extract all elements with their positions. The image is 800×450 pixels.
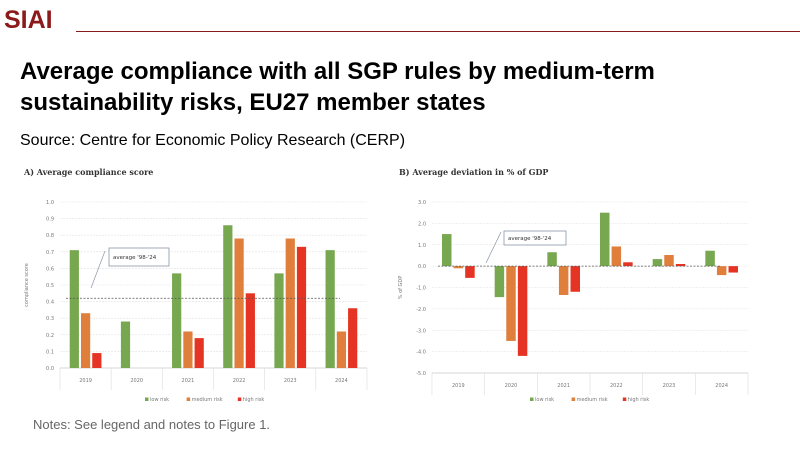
source-text: Source: Centre for Economic Policy Resea… bbox=[20, 132, 406, 149]
x-tick-label: 2024 bbox=[715, 383, 728, 389]
chart-title: A) Average compliance score bbox=[23, 167, 153, 177]
slide-title: Average compliance with all SGP rules by… bbox=[20, 58, 655, 116]
bar-medium-risk-2024 bbox=[716, 266, 727, 276]
bar-low-risk-2019 bbox=[69, 250, 79, 368]
bar-medium-risk-2022 bbox=[234, 238, 244, 368]
y-tick-label: 0.6 bbox=[46, 266, 54, 272]
bar-high-risk-2019 bbox=[92, 353, 102, 368]
notes-text: Notes: See legend and notes to Figure 1. bbox=[33, 417, 271, 432]
legend-label: low risk bbox=[150, 397, 169, 403]
y-axis-label: compliance score bbox=[24, 263, 30, 307]
bar-low-risk-2021 bbox=[172, 273, 182, 368]
bar-high-risk-2022 bbox=[245, 293, 255, 368]
legend-swatch-medium-risk bbox=[186, 397, 191, 401]
bar-high-risk-2019 bbox=[465, 266, 475, 278]
legend-swatch-high-risk bbox=[622, 397, 627, 401]
x-tick-label: 2021 bbox=[182, 378, 195, 384]
bar-high-risk-2023 bbox=[296, 246, 307, 368]
legend-label: high risk bbox=[243, 397, 265, 403]
y-tick-label: -4.0 bbox=[416, 350, 426, 356]
x-tick-label: 2022 bbox=[233, 378, 246, 384]
chart-title: B) Average deviation in % of GDP bbox=[399, 167, 548, 177]
legend-label: high risk bbox=[628, 397, 650, 403]
y-tick-label: 0.8 bbox=[46, 233, 54, 239]
legend-swatch-medium-risk bbox=[571, 397, 576, 401]
chart-a-compliance-score: A) Average compliance score 0.0 0.1 0.2 0.3 0… bbox=[23, 167, 368, 403]
bar-low-risk-2022 bbox=[600, 212, 610, 267]
y-tick-label: 1.0 bbox=[418, 243, 426, 249]
y-tick-label: -3.0 bbox=[416, 328, 426, 334]
bar-low-risk-2019 bbox=[442, 234, 452, 267]
y-tick-label: 3.0 bbox=[418, 200, 426, 206]
bar-low-risk-2024 bbox=[325, 250, 335, 368]
bar-low-risk-2022 bbox=[223, 225, 233, 368]
x-tick-label: 2022 bbox=[610, 383, 623, 389]
header-rule bbox=[76, 31, 800, 32]
x-tick-label: 2020 bbox=[505, 383, 518, 389]
y-tick-label: 0.0 bbox=[418, 264, 426, 270]
y-tick-label: -1.0 bbox=[416, 286, 426, 292]
y-axis-label: % of GDP bbox=[398, 276, 404, 300]
bar-high-risk-2022 bbox=[623, 262, 633, 267]
bar-low-risk-2021 bbox=[547, 252, 557, 267]
bar-low-risk-2020 bbox=[494, 266, 505, 298]
annotation-label: average '98-'24 bbox=[508, 236, 552, 242]
y-tick-label: 0.2 bbox=[46, 333, 54, 339]
bar-high-risk-2024 bbox=[728, 266, 738, 273]
y-tick-label: -5.0 bbox=[416, 371, 426, 377]
y-tick-label: -2.0 bbox=[416, 307, 426, 313]
bar-medium-risk-2021 bbox=[558, 266, 569, 295]
bar-medium-risk-2019 bbox=[80, 313, 91, 368]
y-tick-label: 1.0 bbox=[46, 200, 54, 206]
bar-low-risk-2024 bbox=[705, 250, 715, 267]
y-tick-label: 0.4 bbox=[46, 300, 54, 306]
y-tick-label: 0.3 bbox=[46, 316, 54, 322]
y-tick-label: 2.0 bbox=[418, 221, 426, 227]
bar-medium-risk-2023 bbox=[664, 255, 674, 267]
annotation-box bbox=[108, 247, 170, 267]
x-tick-label: 2023 bbox=[284, 378, 297, 384]
bar-high-risk-2024 bbox=[348, 308, 358, 368]
bar-medium-risk-2020 bbox=[506, 266, 516, 341]
annotation-box bbox=[503, 230, 567, 246]
bar-medium-risk-2023 bbox=[285, 238, 295, 368]
chart-b-deviation-gdp: B) Average deviation in % of GDP -5.0 -4.0… bbox=[398, 167, 749, 403]
annotation-pointer bbox=[485, 231, 502, 264]
y-tick-label: 0.7 bbox=[46, 250, 54, 256]
y-tick-label: 0.9 bbox=[46, 217, 54, 223]
bar-low-risk-2023 bbox=[274, 273, 284, 368]
bar-medium-risk-2021 bbox=[183, 331, 193, 368]
legend-swatch-high-risk bbox=[237, 397, 242, 401]
bar-high-risk-2020 bbox=[517, 266, 528, 356]
legend-swatch-low-risk bbox=[145, 397, 149, 401]
legend-label: medium risk bbox=[577, 397, 608, 403]
bar-high-risk-2021 bbox=[194, 338, 204, 368]
bar-medium-risk-2022 bbox=[611, 246, 622, 267]
bar-medium-risk-2024 bbox=[336, 331, 347, 368]
x-tick-label: 2023 bbox=[663, 383, 676, 389]
annotation-label: average '98-'24 bbox=[113, 255, 157, 261]
x-tick-label: 2020 bbox=[130, 378, 143, 384]
x-tick-label: 2021 bbox=[557, 383, 570, 389]
bar-low-risk-2023 bbox=[652, 259, 663, 267]
annotation-pointer bbox=[90, 250, 106, 289]
bar-high-risk-2023 bbox=[675, 263, 686, 267]
bar-low-risk-2020 bbox=[120, 321, 131, 368]
legend-swatch-low-risk bbox=[530, 397, 534, 401]
legend-label: low risk bbox=[535, 397, 554, 403]
bar-high-risk-2021 bbox=[570, 266, 580, 292]
y-tick-label: 0.1 bbox=[46, 349, 54, 355]
y-tick-label: 0.5 bbox=[46, 283, 54, 289]
y-tick-label: 0.0 bbox=[46, 366, 54, 372]
x-tick-label: 2024 bbox=[335, 378, 348, 384]
bar-medium-risk-2019 bbox=[453, 266, 464, 269]
legend-label: medium risk bbox=[192, 397, 223, 403]
x-tick-label: 2019 bbox=[79, 378, 92, 384]
siai-logo: SIAI bbox=[4, 6, 53, 34]
x-tick-label: 2019 bbox=[452, 383, 465, 389]
